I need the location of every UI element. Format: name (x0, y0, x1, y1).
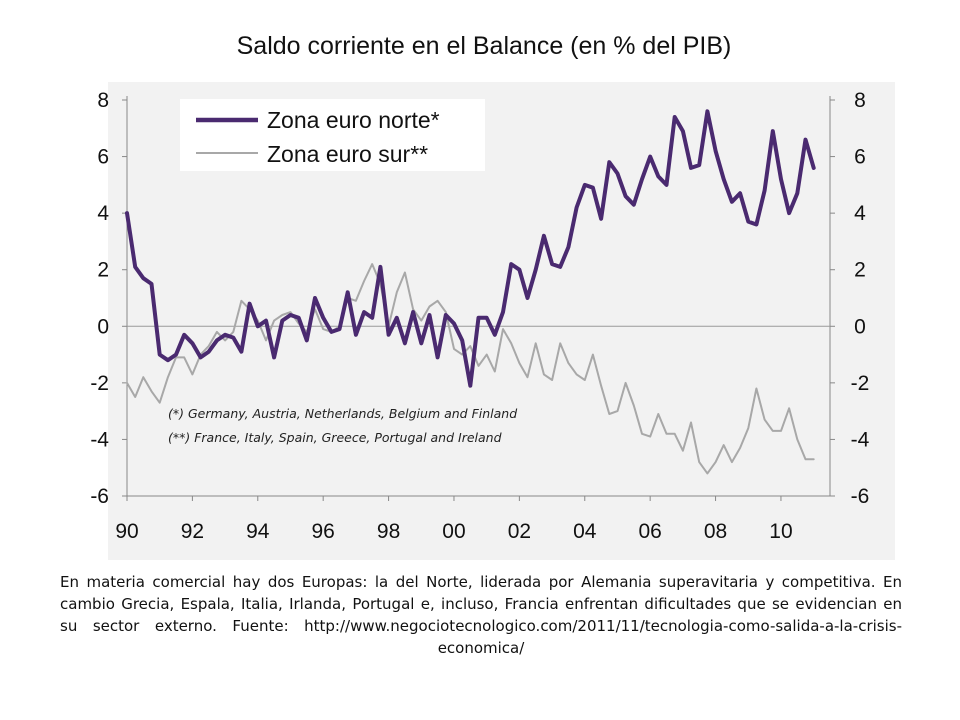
y-tick-label-left: 0 (97, 315, 109, 338)
series-line-zona-euro-sur (126, 263, 815, 475)
y-tick-label-right: -2 (851, 372, 870, 395)
y-tick-label-left: -6 (90, 485, 109, 508)
x-tick-label: 08 (704, 520, 727, 543)
footnote-north: (*) Germany, Austria, Netherlands, Belgi… (168, 406, 517, 421)
y-tick-label-right: 8 (854, 89, 866, 112)
legend-south-label: Zona euro sur** (267, 141, 428, 167)
caption: En materia comercial hay dos Europas: la… (60, 573, 902, 657)
x-tick-label: 00 (442, 520, 465, 543)
x-tick-label: 96 (312, 520, 335, 543)
y-tick-label-left: 2 (97, 259, 109, 282)
y-tick-label-right: 0 (854, 315, 866, 338)
y-tick-label-left: -4 (90, 428, 109, 451)
y-tick-label-right: 4 (854, 202, 866, 225)
y-tick-label-right: 6 (854, 146, 866, 169)
line-chart: 8 86 64 42 20 0-2 -2-4 -4-6 -690 92 94 96 98 00 02 04 06… (90, 82, 895, 560)
x-tick-label: 94 (246, 520, 270, 543)
y-tick-label-right: -4 (851, 428, 870, 451)
x-tick-label: 02 (508, 520, 531, 543)
chart-title: Saldo corriente en el Balance (en % del … (236, 32, 732, 60)
y-tick-label-left: 4 (97, 202, 109, 225)
series-line-zona-euro-norte (125, 109, 816, 388)
footnote-south: (**) France, Italy, Spain, Greece, Portu… (168, 430, 502, 445)
axes: 8 86 64 42 20 0-2 -2-4 -4-6 -690 92 94 96 98 00 02 04 06… (90, 89, 869, 543)
legend-box (180, 99, 485, 171)
x-tick-label: 10 (769, 520, 792, 543)
series-lines (125, 109, 816, 475)
y-tick-label-left: 8 (97, 89, 109, 112)
footnotes: (*) Germany, Austria, Netherlands, Belgi… (168, 406, 517, 445)
x-tick-label: 98 (377, 520, 400, 543)
y-tick-label-right: 2 (854, 259, 866, 282)
y-tick-label-left: -2 (90, 372, 109, 395)
x-tick-label: 04 (573, 520, 597, 543)
legend: Zona euro norte* Zona euro sur** (180, 99, 485, 171)
legend-north-label: Zona euro norte* (267, 107, 440, 133)
y-tick-label-right: -6 (851, 485, 870, 508)
y-tick-label-left: 6 (97, 146, 109, 169)
x-tick-label: 90 (115, 520, 138, 543)
x-tick-label: 92 (181, 520, 204, 543)
x-tick-label: 06 (638, 520, 661, 543)
